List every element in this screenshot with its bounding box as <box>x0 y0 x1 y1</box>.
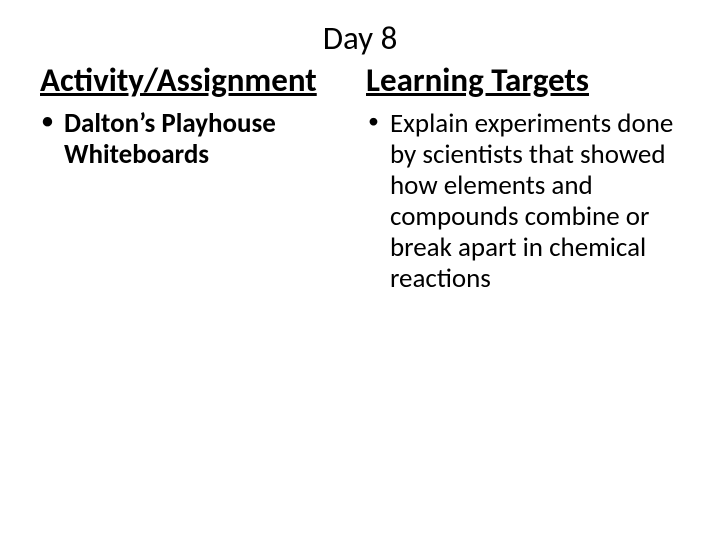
content-columns: Activity/Assignment Dalton’s Playhouse W… <box>40 60 680 300</box>
right-list: Explain experiments done by scientists t… <box>366 108 680 294</box>
left-column: Activity/Assignment Dalton’s Playhouse W… <box>40 60 360 300</box>
left-heading: Activity/Assignment <box>40 60 350 100</box>
left-list: Dalton’s Playhouse Whiteboards <box>40 108 350 170</box>
slide-title: Day 8 <box>40 18 680 58</box>
list-item: Dalton’s Playhouse Whiteboards <box>40 108 350 170</box>
right-heading: Learning Targets <box>366 60 680 100</box>
list-item: Explain experiments done by scientists t… <box>366 108 680 294</box>
right-column: Learning Targets Explain experiments don… <box>360 60 680 300</box>
